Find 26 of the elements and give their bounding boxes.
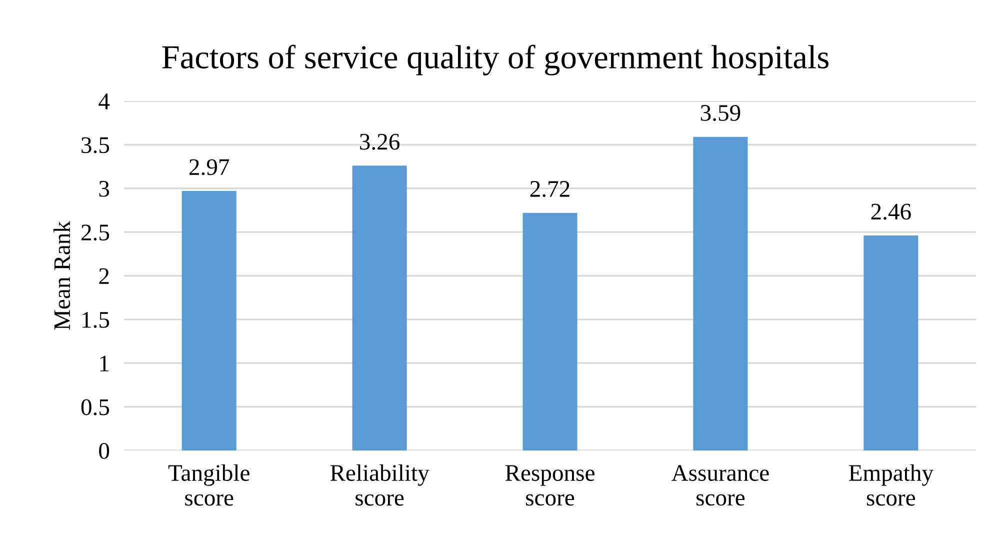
x-tick-label: Tangible score [168, 464, 250, 506]
y-tick-label: 2 [99, 268, 109, 284]
y-tick-label: 3 [99, 180, 110, 197]
bar [693, 136, 748, 450]
data-label: 3.26 [360, 134, 400, 150]
data-label: 2.72 [530, 181, 570, 198]
data-label: 3.59 [700, 105, 740, 122]
data-label: 2.46 [871, 204, 911, 220]
y-tick-label: 1 [100, 356, 109, 372]
x-tick-label: Empathy score [848, 464, 934, 506]
y-tick-label: 4 [98, 94, 110, 110]
bar [864, 236, 918, 450]
y-tick-label: 0 [99, 442, 110, 459]
x-tick-label: Response score [505, 465, 594, 506]
bar [182, 190, 236, 450]
y-tick-label: 1.5 [82, 312, 110, 328]
x-tick-label: Assurance score [672, 465, 769, 506]
bar [522, 212, 578, 450]
y-tick-label: 2.5 [82, 224, 110, 241]
y-tick-label: 3.5 [82, 137, 110, 154]
chart-title: Factors of service quality of government hospitals [162, 44, 828, 76]
y-axis-title: Mean Rank [54, 220, 70, 330]
data-label: 2.97 [189, 159, 230, 176]
y-tick-label: 0.5 [81, 399, 110, 416]
x-tick-label: Reliability score [330, 464, 430, 506]
bar [352, 166, 407, 450]
